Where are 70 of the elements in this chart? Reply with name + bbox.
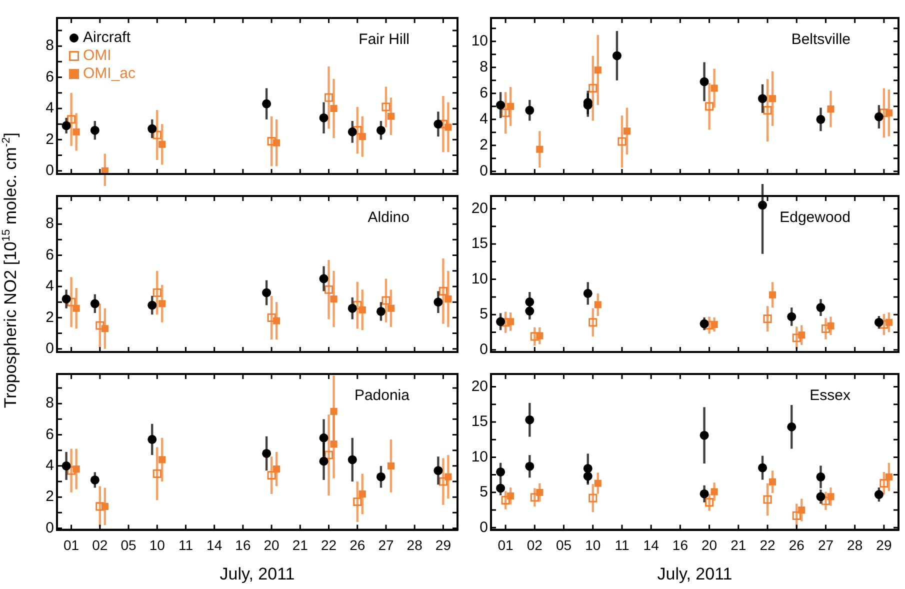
text: Edgewood bbox=[780, 209, 850, 226]
x-tick-label: 11 bbox=[614, 537, 630, 554]
x-tick-label: 26 bbox=[350, 537, 366, 554]
y-tick-label: 0 bbox=[480, 341, 488, 358]
x-tick-label: 20 bbox=[264, 537, 280, 554]
y-tick-label: 10 bbox=[471, 32, 488, 50]
text: Aldino bbox=[368, 209, 410, 226]
text: Fair Hill bbox=[358, 31, 410, 48]
x-tick-label: 29 bbox=[435, 537, 452, 554]
y-tick-label: 10 bbox=[471, 270, 488, 288]
x-tick-label: 29 bbox=[876, 537, 892, 554]
x-tick-label: 21 bbox=[292, 537, 308, 554]
x-tick-label: 11 bbox=[178, 537, 194, 554]
x-tick-label: 22 bbox=[320, 537, 337, 554]
y-tick-label: 10 bbox=[471, 448, 488, 466]
y-tick-label: 0 bbox=[480, 162, 488, 180]
y-tick-label: 0 bbox=[480, 518, 488, 536]
text: Padonia bbox=[354, 387, 410, 404]
x-tick-label: 10 bbox=[585, 537, 601, 554]
x-tick-label: 22 bbox=[760, 537, 776, 554]
y-tick-label: 2 bbox=[46, 308, 54, 326]
y-tick-label: 6 bbox=[46, 68, 54, 86]
x-tick-label: 28 bbox=[847, 537, 863, 554]
x-tick-label: 16 bbox=[235, 537, 251, 554]
x-tick-label: 26 bbox=[788, 537, 805, 554]
y-tick-label: 20 bbox=[471, 200, 488, 217]
y-tick-label: 8 bbox=[480, 58, 488, 76]
x-axis-title: July, 2011 bbox=[657, 564, 732, 584]
y-tick-label: 4 bbox=[46, 278, 54, 295]
y-tick-label: 6 bbox=[46, 426, 54, 443]
y-tick-label: 0 bbox=[46, 340, 54, 358]
x-tick-label: 16 bbox=[672, 537, 688, 554]
y-tick-label: 5 bbox=[480, 484, 488, 501]
x-tick-label: 01 bbox=[498, 537, 514, 554]
x-tick-label: 05 bbox=[120, 537, 137, 554]
x-tick-label: 14 bbox=[206, 537, 222, 554]
x-tick-label: 02 bbox=[526, 537, 543, 554]
x-tick-label: 28 bbox=[406, 537, 423, 554]
x-tick-label: 14 bbox=[643, 537, 660, 554]
x-tick-label: 21 bbox=[730, 537, 746, 554]
y-tick-label: 5 bbox=[480, 306, 488, 323]
text: Essex bbox=[810, 387, 851, 404]
y-tick-label: 15 bbox=[471, 235, 488, 252]
legend-label: OMI bbox=[83, 47, 112, 64]
legend-label: OMI_ac bbox=[83, 65, 136, 82]
text: Beltsville bbox=[791, 31, 850, 48]
x-tick-label: 27 bbox=[378, 537, 394, 554]
x-tick-label: 10 bbox=[149, 537, 166, 554]
y-tick-label: 2 bbox=[46, 130, 54, 148]
y-tick-label: 6 bbox=[46, 246, 54, 264]
x-tick-label: 01 bbox=[64, 537, 80, 554]
y-tick-label: 2 bbox=[46, 488, 54, 506]
y-tick-label: 20 bbox=[471, 378, 488, 395]
x-tick-label: 20 bbox=[702, 537, 718, 554]
x-axis-title: July, 2011 bbox=[220, 564, 295, 584]
y-tick-label: 8 bbox=[46, 394, 54, 412]
y-tick-label: 2 bbox=[480, 136, 488, 154]
y-tick-label: 0 bbox=[46, 519, 54, 536]
y-tick-label: 0 bbox=[46, 162, 54, 180]
y-tick-label: 15 bbox=[471, 413, 488, 430]
x-tick-label: 02 bbox=[92, 537, 108, 554]
x-tick-label: 05 bbox=[556, 537, 572, 554]
y-tick-label: 4 bbox=[46, 100, 54, 117]
y-tick-label: 8 bbox=[46, 215, 54, 232]
y-tick-label: 8 bbox=[46, 37, 54, 54]
x-tick-label: 27 bbox=[818, 537, 834, 554]
y-tick-label: 6 bbox=[480, 84, 488, 102]
legend-label: Aircraft bbox=[83, 29, 132, 46]
y-tick-label: 4 bbox=[46, 457, 54, 474]
y-tick-label: 4 bbox=[480, 110, 488, 128]
